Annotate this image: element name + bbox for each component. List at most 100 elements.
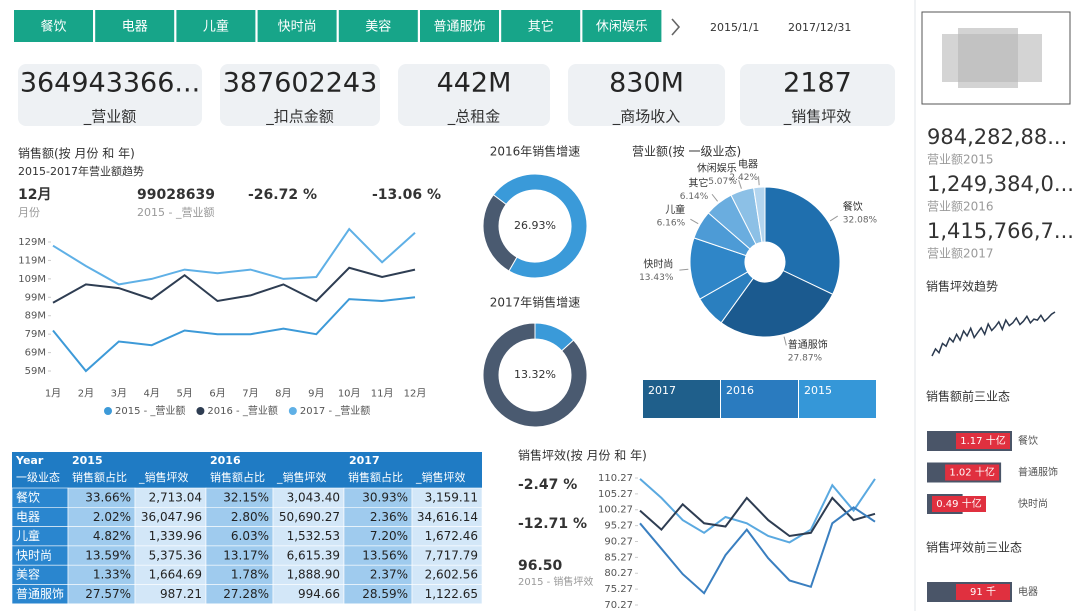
bar-value-label: 1.17 十亿 [960,434,1005,447]
kpi-value: 442M [437,68,512,99]
table-cell-text: 7,717.79 [425,548,478,562]
chart-title: 销售坪效趋势 [926,279,998,294]
chart-subtitle: 2015-2017年营业额趋势 [18,164,144,178]
date-end: 2017/12/31 [788,21,851,34]
legend-marker [288,407,297,415]
kpi-label: _扣点金额 [265,108,334,127]
kpi-label: _总租金 [447,108,501,127]
table-cell [411,584,483,605]
tab[interactable] [582,10,662,42]
year-button[interactable] [643,380,720,418]
tab-label[interactable]: 餐饮 [40,19,66,35]
legend-label: 2017 - _营业额 [300,404,370,417]
table-row-label: 电器 [16,510,40,524]
tab-label[interactable]: 儿童 [203,19,229,35]
bar-value-label: 0.49 十亿 [936,497,981,510]
x-tick-label: 7月 [242,387,258,399]
y-tick-label: 129M [18,237,46,248]
table-cell-text: 33.66% [85,491,131,505]
legend-label: 2015 - _营业额 [115,404,185,417]
kpi-value: 2187 [783,68,852,99]
callout-label: 2015 - 销售坪效 [518,575,593,588]
pie-value-label: 5.07% [708,177,737,187]
table-cell-text: 7.20% [370,529,408,543]
table-cell-text: 5,375.36 [149,548,202,562]
pie-category-label: 休闲娱乐 [697,161,737,174]
slice [753,186,766,243]
x-tick-label: 11月 [371,387,394,399]
y-tick-label: 59M [25,366,46,377]
year-button-label[interactable]: 2017 [648,384,676,397]
chart-title: 销售额(按 月份 和 年) [18,146,135,161]
tab-label[interactable]: 快时尚 [278,20,317,35]
table-cell-text: 27.28% [223,587,269,601]
x-tick-label: 1月 [45,387,61,399]
table-cell-text: 987.21 [160,587,202,601]
table-header-bg [12,452,482,488]
table-subheader: 一级业态 [16,471,60,484]
table-cell-text: 3,159.11 [425,491,478,505]
table-cell-text: 1,672.46 [425,529,478,543]
callout-value: 12月 [18,187,51,203]
tab[interactable] [338,10,418,42]
table-row-label: 儿童 [16,528,40,543]
kpi-card [220,64,380,126]
tab[interactable] [257,10,337,42]
tab-label[interactable]: 其它 [528,19,554,35]
pie-value-label: 2.42% [729,173,758,183]
table-cell-text: 4.82% [93,529,131,543]
table-row-label: 餐饮 [16,490,40,505]
callout-label: 月份 [18,206,40,219]
x-tick-label: 6月 [209,387,225,399]
table-subheader: 销售额占比 [348,470,403,484]
bar-label-box [932,496,986,512]
tab-scroll-arrow[interactable] [671,18,681,36]
tab[interactable] [176,10,256,42]
line [639,496,876,538]
chart-title: 2017年销售增速 [490,295,581,310]
tab-label[interactable]: 美容 [365,19,391,35]
pie-value-label: 6.16% [657,219,686,229]
tab-label[interactable]: 休闲娱乐 [596,20,648,35]
kpi-value: 387602243 [223,68,378,99]
y-tick-label: 109M [18,274,46,285]
line [52,227,416,286]
table-cell-text: 30.93% [362,491,408,505]
kpi-label: _商场收入 [612,108,681,127]
table-cell-text: 13.59% [85,548,131,562]
tab-label[interactable]: 普通服饰 [433,20,485,35]
pie-value-label: 32.08% [843,215,878,225]
table-header: 2016 [210,454,241,467]
table-cell-text: 6,615.39 [287,548,340,562]
kpi-value: 364943366... [20,68,200,99]
year-button[interactable] [721,380,798,418]
tab-label[interactable]: 电器 [122,20,148,35]
tab[interactable] [14,10,93,42]
pie-value-label: 13.43% [639,273,674,283]
pie-category-label: 儿童 [665,203,685,216]
total-label: 营业额2015 [927,153,994,167]
tab[interactable] [95,10,175,42]
year-button-label[interactable]: 2016 [726,384,754,397]
tab[interactable] [420,10,499,42]
leader-line [679,268,689,271]
x-tick-label: 9月 [308,387,324,399]
table-cell-text: 32.15% [223,491,269,505]
table-header: 2015 [72,454,103,467]
table-header: 2017 [349,454,380,467]
kpi-card [398,64,550,126]
x-tick-label: 3月 [111,387,127,399]
table-cell-text: 3,043.40 [287,491,340,505]
leader-line [757,176,760,186]
total-value: 984,282,88... [927,125,1067,149]
table-subheader: 销售额占比 [72,470,127,484]
pie-value-label: 27.87% [788,354,823,364]
table-cell-text: 34,616.14 [417,510,478,524]
table-subheader: _销售坪效 [415,470,466,484]
x-tick-label: 8月 [275,387,291,399]
pie-value-label: 6.14% [680,192,709,202]
tab[interactable] [501,10,581,42]
year-button[interactable] [799,380,876,418]
table-cell-text: 1,122.65 [425,587,478,601]
year-button-label[interactable]: 2015 [804,384,832,397]
